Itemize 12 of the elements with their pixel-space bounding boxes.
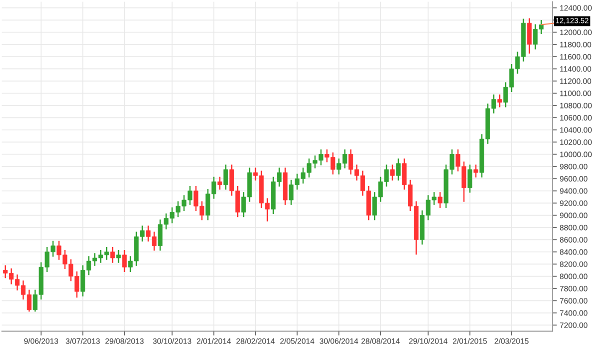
candlestick [110,246,115,264]
candlestick [396,158,401,182]
candlestick [468,164,472,194]
candlestick [474,164,478,178]
candlestick [390,164,395,182]
candlestick [497,94,502,108]
candlestick [116,249,121,264]
candlestick [438,191,442,209]
candlestick [527,18,532,54]
candlestick [122,249,127,273]
candlestick [217,176,222,190]
candlestick [223,164,228,190]
